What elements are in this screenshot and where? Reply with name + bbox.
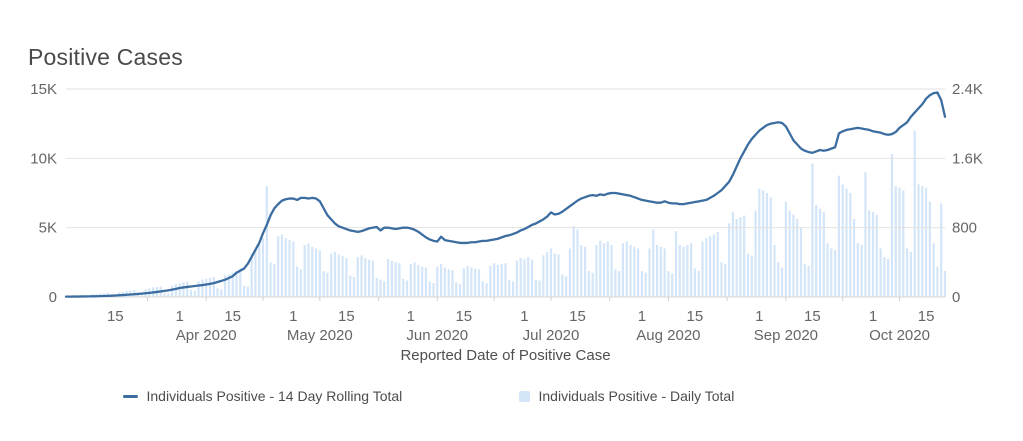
svg-text:Oct 2020: Oct 2020 bbox=[869, 327, 930, 344]
gridlines bbox=[66, 88, 945, 298]
svg-text:1: 1 bbox=[638, 308, 646, 325]
svg-text:May 2020: May 2020 bbox=[287, 327, 353, 344]
svg-text:1: 1 bbox=[176, 308, 184, 325]
svg-text:Jul 2020: Jul 2020 bbox=[523, 327, 580, 344]
svg-text:15: 15 bbox=[224, 308, 241, 325]
legend-label-rolling-total: Individuals Positive - 14 Day Rolling To… bbox=[146, 388, 403, 404]
chart-title: Positive Cases bbox=[28, 44, 183, 70]
svg-text:5K: 5K bbox=[39, 220, 57, 237]
svg-text:1: 1 bbox=[520, 308, 528, 325]
y-axis-left-labels: 0 5K 10K 15K bbox=[30, 81, 57, 306]
svg-text:1: 1 bbox=[289, 308, 297, 325]
svg-text:Apr 2020: Apr 2020 bbox=[176, 327, 237, 344]
rolling-total-line bbox=[64, 91, 947, 298]
x-axis-day-labels: 15 1 15 1 15 1 15 1 15 1 15 1 15 1 15 bbox=[107, 308, 934, 325]
x-axis-title: Reported Date of Positive Case bbox=[400, 347, 611, 364]
svg-text:10K: 10K bbox=[30, 150, 57, 167]
legend-item-daily-total[interactable]: Individuals Positive - Daily Total bbox=[512, 388, 908, 404]
bar-series-marker-icon bbox=[518, 390, 530, 402]
svg-text:15: 15 bbox=[687, 308, 704, 325]
daily-total-bars bbox=[64, 130, 947, 297]
svg-text:15K: 15K bbox=[30, 81, 57, 98]
x-axis-month-labels: Apr 2020 May 2020 Jun 2020 Jul 2020 Aug 2020… bbox=[176, 327, 930, 344]
svg-text:800: 800 bbox=[952, 220, 977, 237]
chart-legend: Individuals Positive - 14 Day Rolling To… bbox=[116, 388, 908, 404]
svg-text:15: 15 bbox=[455, 308, 472, 325]
legend-label-daily-total: Individuals Positive - Daily Total bbox=[538, 388, 735, 404]
svg-text:1: 1 bbox=[869, 308, 877, 325]
svg-text:15: 15 bbox=[338, 308, 355, 325]
svg-text:1.6K: 1.6K bbox=[952, 150, 983, 167]
x-axis-ticks bbox=[147, 297, 900, 301]
svg-text:0: 0 bbox=[952, 289, 960, 306]
svg-text:1: 1 bbox=[407, 308, 415, 325]
svg-text:15: 15 bbox=[569, 308, 586, 325]
legend-item-rolling-total[interactable]: Individuals Positive - 14 Day Rolling To… bbox=[116, 388, 512, 404]
y-axis-right-labels: 0 800 1.6K 2.4K bbox=[952, 81, 983, 306]
svg-text:0: 0 bbox=[49, 289, 57, 306]
svg-text:15: 15 bbox=[918, 308, 935, 325]
svg-text:1: 1 bbox=[755, 308, 763, 325]
svg-text:15: 15 bbox=[804, 308, 821, 325]
svg-text:Aug 2020: Aug 2020 bbox=[636, 327, 700, 344]
svg-text:2.4K: 2.4K bbox=[952, 81, 983, 98]
svg-text:Jun 2020: Jun 2020 bbox=[406, 327, 468, 344]
line-series-marker-icon bbox=[122, 394, 138, 398]
svg-text:15: 15 bbox=[107, 308, 124, 325]
svg-text:Sep 2020: Sep 2020 bbox=[754, 327, 818, 344]
